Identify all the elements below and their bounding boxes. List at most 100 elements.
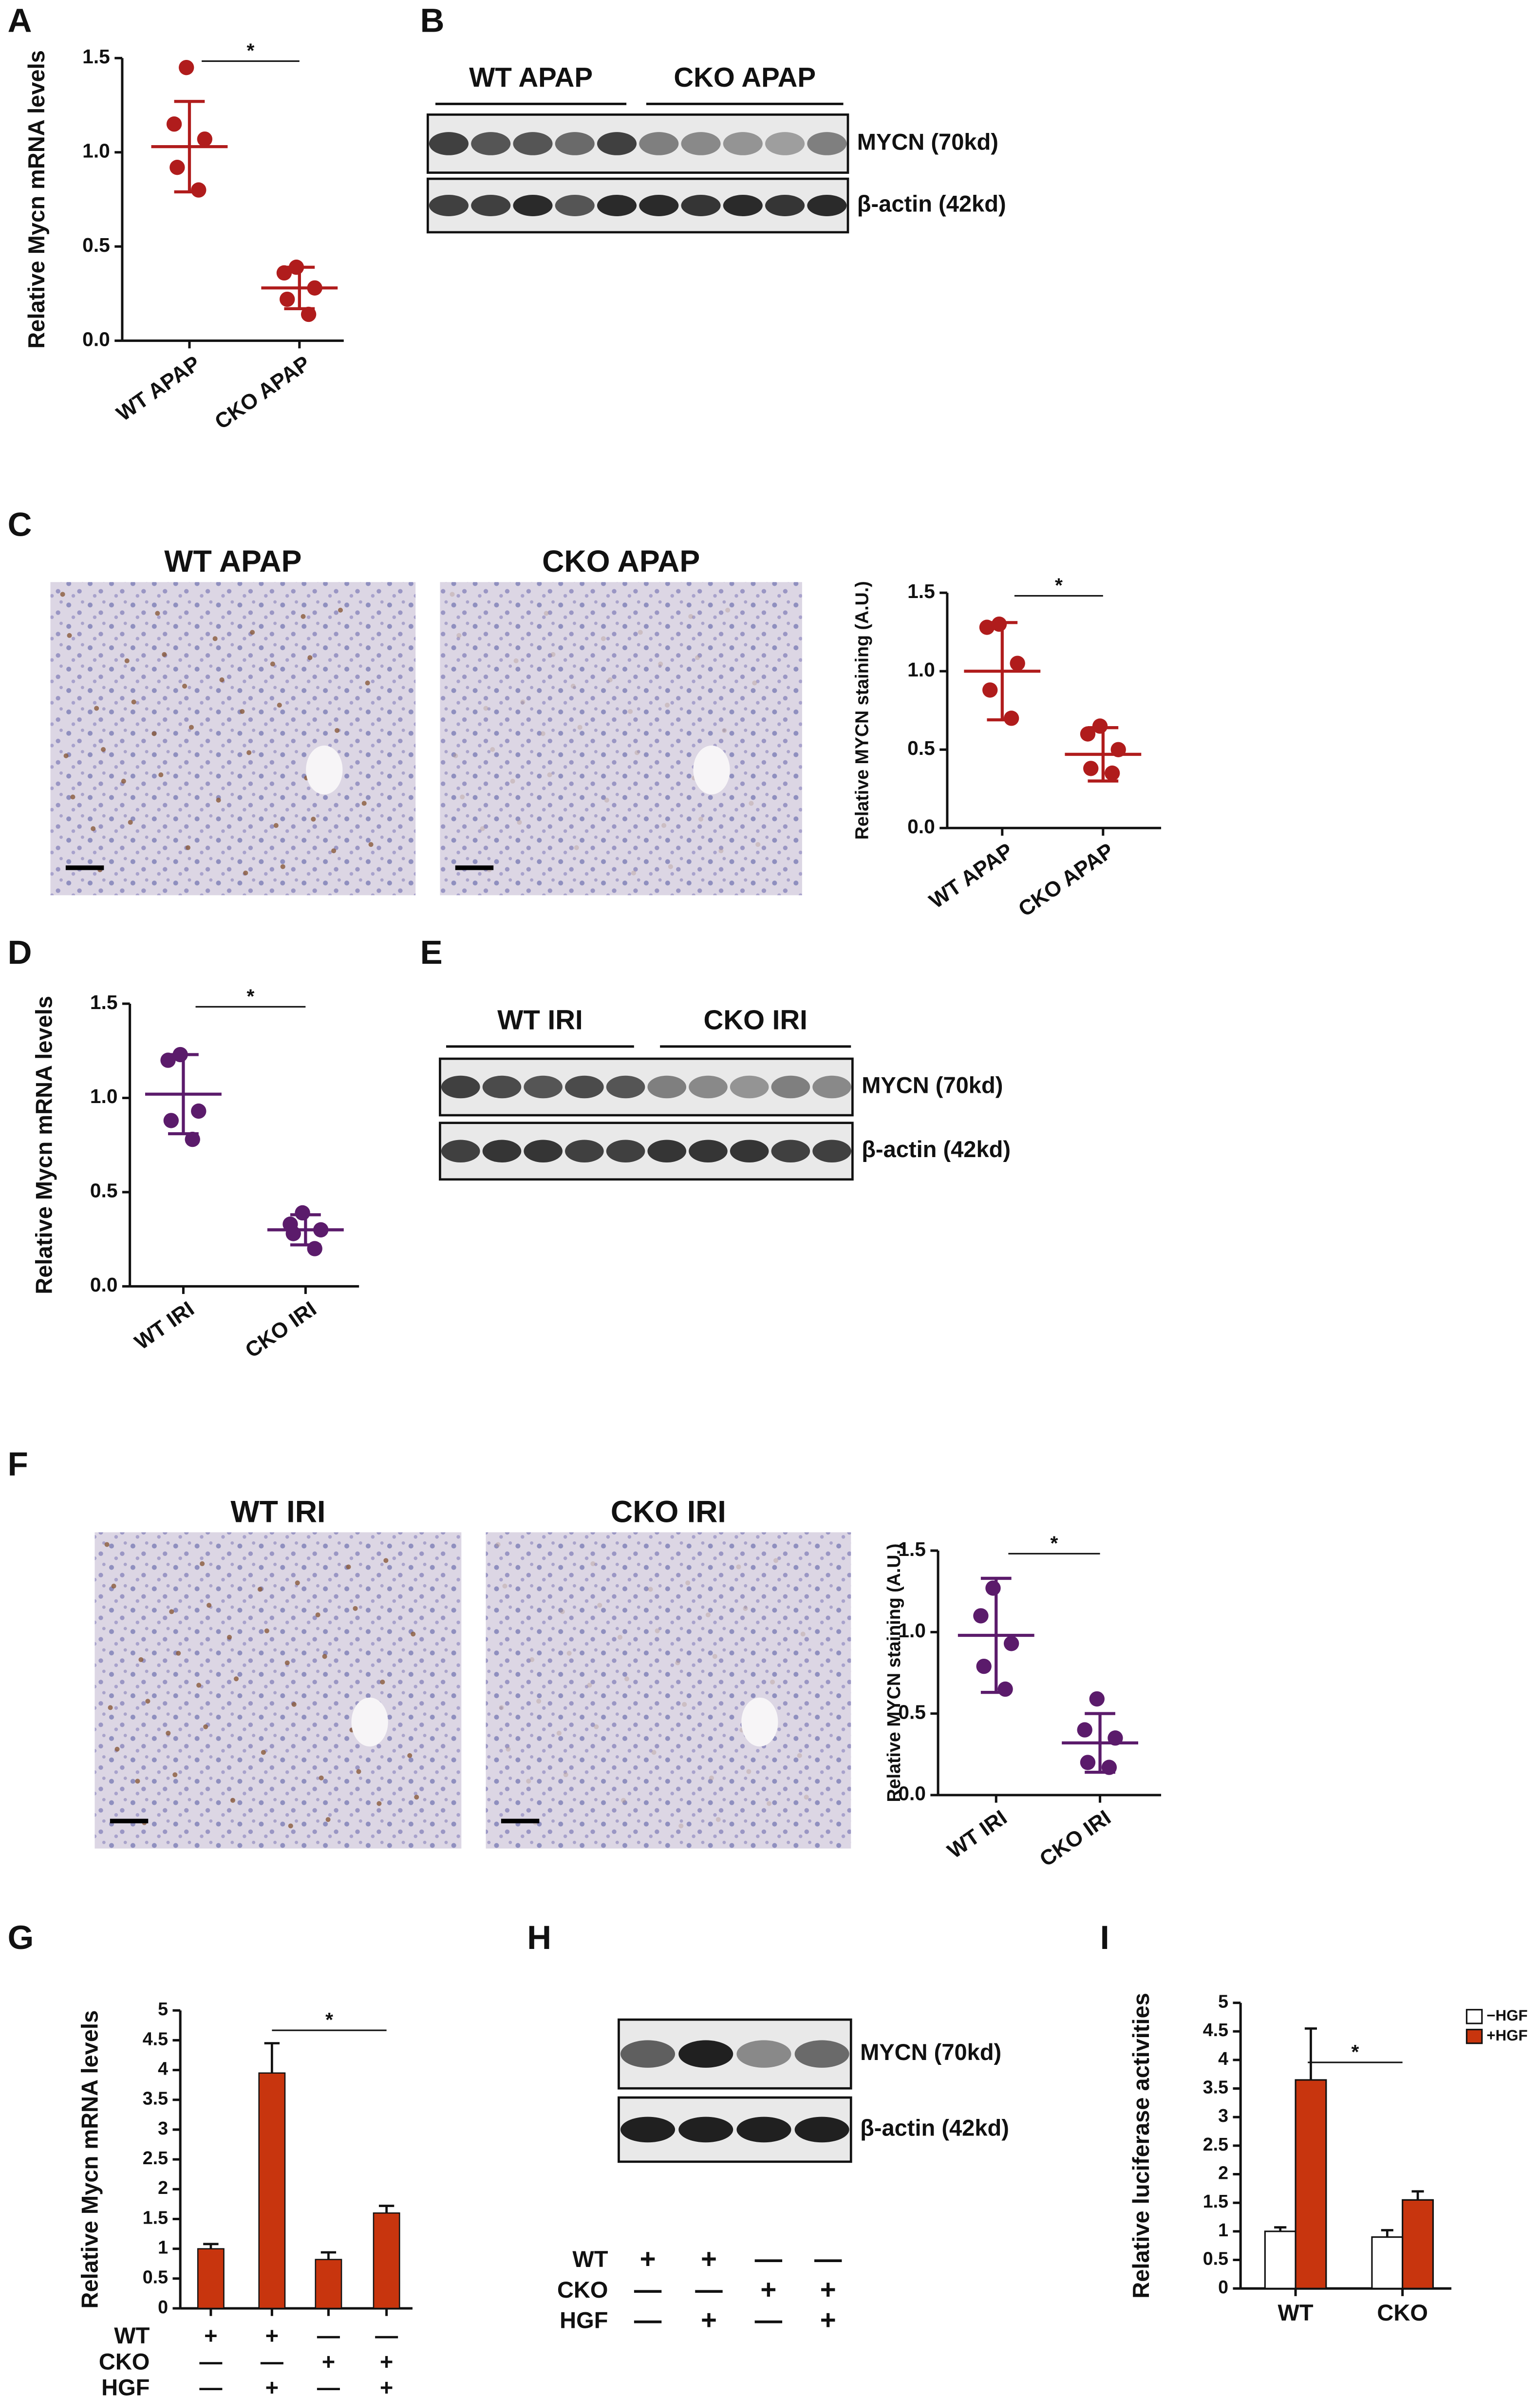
y-tick-label: 3 — [1218, 2105, 1228, 2126]
histology-image — [440, 582, 802, 896]
data-point — [973, 1608, 989, 1624]
condition-sign: + — [380, 2348, 393, 2374]
band — [647, 1140, 687, 1162]
band — [513, 132, 553, 155]
stain-dot — [63, 753, 69, 759]
y-tick-label: 1.0 — [907, 658, 935, 681]
y-axis-title: Relative MYCN staining (A.U.) — [883, 1544, 904, 1802]
band — [482, 1140, 522, 1162]
y-tick-label: 0.5 — [143, 2267, 168, 2287]
stain-dot — [563, 1772, 568, 1778]
stain-dot — [91, 826, 96, 831]
band — [441, 1075, 480, 1099]
stain-dot — [773, 1558, 779, 1563]
significance-label: * — [247, 985, 255, 1007]
panel-label: H — [527, 1919, 551, 1956]
y-tick-label: 3.5 — [1203, 2077, 1228, 2097]
vessel — [306, 745, 343, 795]
band — [730, 1075, 769, 1099]
data-point — [163, 1113, 179, 1128]
stain-dot — [682, 1702, 687, 1707]
band — [429, 132, 469, 155]
bar — [373, 2212, 400, 2309]
band — [765, 132, 805, 155]
y-tick-label: 0.5 — [898, 1701, 926, 1723]
condition-label: CKO — [99, 2348, 150, 2374]
panel-label: D — [8, 934, 32, 971]
band — [555, 195, 595, 216]
data-point — [1077, 1722, 1092, 1738]
band — [736, 2116, 791, 2143]
stain-dot — [661, 823, 667, 828]
y-axis-title: Relative Mycn mRNA levels — [31, 996, 57, 1294]
condition-sign: — — [375, 2322, 398, 2348]
image-title: WT APAP — [164, 544, 301, 579]
x-tick-label: CKO APAP — [210, 351, 315, 434]
condition-sign: + — [640, 2244, 656, 2274]
condition-sign: — — [634, 2304, 662, 2335]
stain-dot — [570, 683, 576, 689]
y-tick-label: 4 — [158, 2059, 168, 2079]
stain-dot — [800, 1631, 806, 1637]
stain-dot — [453, 753, 458, 759]
bar — [197, 2248, 225, 2309]
data-point — [160, 1052, 176, 1068]
stain-dot — [335, 728, 340, 733]
stain-dot — [587, 1683, 592, 1688]
data-point — [1080, 726, 1096, 742]
band — [681, 132, 721, 155]
y-tick-label: 1.0 — [898, 1619, 926, 1642]
band — [471, 132, 511, 155]
band — [678, 2116, 733, 2143]
band — [765, 195, 805, 216]
stain-dot — [755, 842, 761, 847]
stain-dot — [678, 1823, 684, 1829]
band — [597, 132, 637, 155]
stain-dot — [243, 870, 248, 876]
condition-sign: + — [265, 2375, 279, 2397]
stain-dot — [288, 1823, 293, 1829]
condition-sign: — — [814, 2244, 842, 2274]
band — [565, 1075, 604, 1099]
legend-swatch — [1465, 2028, 1483, 2044]
stain-dot — [111, 1583, 116, 1589]
stain-dot — [577, 725, 582, 730]
x-tick-label: WT — [1278, 2300, 1314, 2325]
stain-dot — [101, 747, 106, 752]
band — [771, 1075, 810, 1099]
bar — [1295, 2079, 1327, 2289]
band — [429, 195, 469, 216]
bar — [315, 2259, 342, 2309]
y-tick-label: 0.0 — [907, 815, 935, 838]
y-axis-title: Relative Mycn mRNA levels — [77, 2010, 103, 2309]
stain-dot — [361, 801, 367, 806]
y-axis-title: Relative MYCN staining (A.U.) — [851, 581, 872, 840]
stain-dot — [207, 1603, 212, 1608]
panel-label: B — [420, 1, 445, 39]
stain-dot — [752, 680, 757, 686]
bar — [1264, 2230, 1296, 2289]
panel-label: F — [8, 1445, 28, 1483]
stain-dot — [331, 848, 337, 854]
data-point — [985, 1580, 1001, 1596]
data-point — [276, 265, 292, 281]
data-point — [179, 59, 194, 75]
image-title: WT IRI — [230, 1495, 325, 1529]
band-label: MYCN (70kd) — [860, 2039, 1001, 2065]
panel-label: A — [8, 1, 32, 39]
stain-dot — [356, 1769, 361, 1774]
stain-dot — [685, 1580, 691, 1586]
stain-dot — [709, 1775, 714, 1780]
stain-dot — [601, 636, 606, 641]
condition-sign: + — [701, 2304, 717, 2335]
data-point — [307, 1241, 322, 1256]
data-point — [285, 1226, 301, 1241]
stain-dot — [510, 779, 515, 784]
histology-image — [486, 1532, 851, 1849]
stain-dot — [797, 1753, 802, 1758]
stain-dot — [631, 870, 637, 876]
y-axis-title: Relative luciferase activities — [1128, 1993, 1154, 2299]
stain-dot — [138, 1657, 144, 1662]
stain-dot — [280, 864, 285, 869]
group-label: WT IRI — [497, 1005, 583, 1035]
